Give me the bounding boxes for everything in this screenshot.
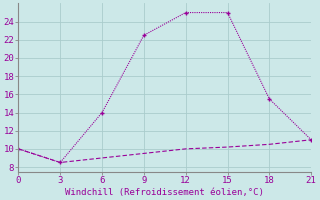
X-axis label: Windchill (Refroidissement éolien,°C): Windchill (Refroidissement éolien,°C) (65, 188, 264, 197)
